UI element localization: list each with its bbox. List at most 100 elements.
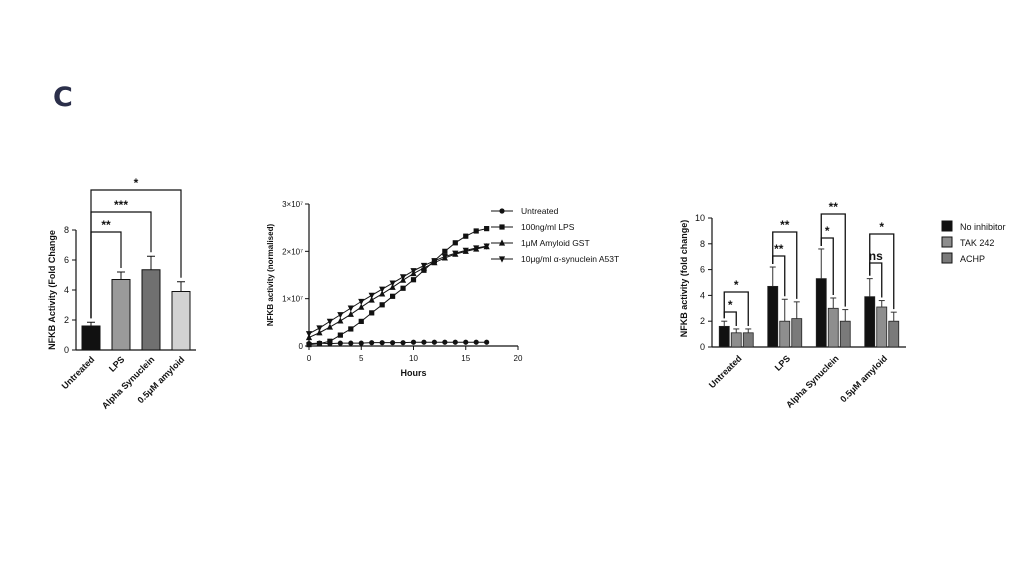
x-tick-label: LPS [773, 353, 792, 372]
data-point [316, 341, 323, 347]
legend-label: TAK 242 [960, 238, 994, 248]
data-point [327, 338, 333, 344]
data-point [337, 312, 344, 319]
data-point [369, 340, 375, 346]
data-point [400, 340, 406, 346]
data-point [498, 239, 506, 246]
bar [815, 278, 827, 348]
data-point [400, 285, 406, 291]
bar [839, 320, 851, 348]
data-point [410, 268, 417, 275]
x-tick-label: 5 [359, 354, 364, 363]
x-tick-label: LPS [107, 354, 126, 373]
x-tick-label: 20 [514, 354, 523, 363]
y-tick-label: 0 [299, 342, 304, 351]
y-tick-label: 4 [64, 285, 69, 295]
data-point [348, 326, 354, 332]
significance-label: * [728, 298, 733, 312]
data-point [420, 262, 428, 270]
legend-label: 100ng/ml LPS [521, 222, 575, 232]
data-point [358, 340, 364, 346]
legend-label: No inhibitor [960, 222, 1006, 232]
bar [791, 318, 803, 348]
significance-label: * [134, 176, 139, 190]
legend-label: 10μg/ml α-synuclein A53T [521, 254, 619, 264]
significance-label: ns [869, 249, 883, 263]
significance-bracket [820, 213, 846, 307]
significance-label: ** [774, 242, 784, 256]
data-point [462, 247, 469, 254]
bar [171, 291, 191, 351]
y-tick-label: 10 [695, 213, 705, 223]
legend-label: Untreated [521, 206, 559, 216]
bar [767, 285, 779, 348]
series-line [308, 245, 487, 335]
legend-swatch [941, 252, 953, 264]
data-point [390, 293, 396, 299]
data-point [379, 340, 385, 346]
data-point [389, 280, 396, 287]
data-point [484, 339, 490, 345]
legend-label: ACHP [960, 254, 985, 264]
data-point [499, 224, 505, 230]
line-chart-time-course: 0 1×10⁷ 2×10⁷ 3×10⁷ 0 5 10 15 20 Hours NFKB activi… [266, 200, 619, 378]
y-tick-label: 6 [64, 255, 69, 265]
y-tick-label: 2 [700, 316, 705, 326]
bar [864, 296, 876, 348]
data-point [483, 243, 490, 250]
bar [111, 279, 131, 351]
data-point [316, 325, 323, 332]
x-tick-label: 0.5μM amyloid [838, 353, 889, 404]
significance-bracket [772, 231, 798, 299]
panel-letter: C [53, 82, 73, 113]
x-axis-label: Hours [400, 368, 426, 378]
significance-label: ** [101, 218, 111, 232]
bar [888, 320, 900, 348]
significance-label: * [825, 224, 830, 238]
data-point [337, 317, 344, 324]
y-tick-label: 2 [64, 315, 69, 325]
y-tick-label: 0 [64, 345, 69, 355]
y-axis-label: NFKB Activity (Fold Change [47, 230, 57, 350]
data-point [473, 245, 480, 252]
data-point [484, 226, 490, 232]
y-tick-label: 3×10⁷ [282, 200, 303, 209]
significance-label: ** [780, 218, 790, 232]
data-point [379, 302, 385, 308]
x-tick-label: 15 [461, 354, 470, 363]
data-point [452, 250, 459, 257]
significance-bracket [90, 189, 182, 319]
data-point [389, 283, 396, 290]
y-tick-label: 8 [700, 239, 705, 249]
x-tick-label: 0 [307, 354, 312, 363]
y-axis-label: NFKB activity (normalised) [266, 224, 275, 327]
data-point [337, 340, 343, 346]
data-point [473, 228, 479, 234]
data-point [305, 331, 313, 338]
significance-bracket [723, 311, 737, 326]
bar [876, 306, 888, 348]
data-point [390, 340, 396, 346]
data-point [431, 258, 438, 265]
grouped-bar-chart-inhibitors: 0 2 4 6 8 10 NFKB activity (fold change) Untrea… [679, 200, 1006, 410]
series-line [308, 341, 487, 345]
significance-label: * [879, 220, 884, 234]
data-point [431, 339, 437, 345]
significance-bracket [723, 291, 749, 326]
data-point [347, 305, 354, 312]
significance-bracket [869, 233, 895, 310]
bar-chart-fold-change: 0 2 4 6 8 NFKB Activity (Fold ChangeUntreated… [47, 176, 196, 411]
bar [827, 307, 839, 348]
data-point [399, 274, 407, 281]
significance-label: ** [829, 200, 839, 214]
y-tick-label: 6 [700, 265, 705, 275]
data-point [379, 286, 386, 293]
data-point [442, 248, 448, 254]
data-point [442, 339, 448, 345]
data-point [368, 292, 375, 299]
series-line [308, 228, 487, 346]
data-point [369, 310, 375, 316]
bar [718, 325, 730, 348]
x-tick-label: Alpha Synuclein [100, 354, 157, 411]
data-point [358, 303, 365, 310]
